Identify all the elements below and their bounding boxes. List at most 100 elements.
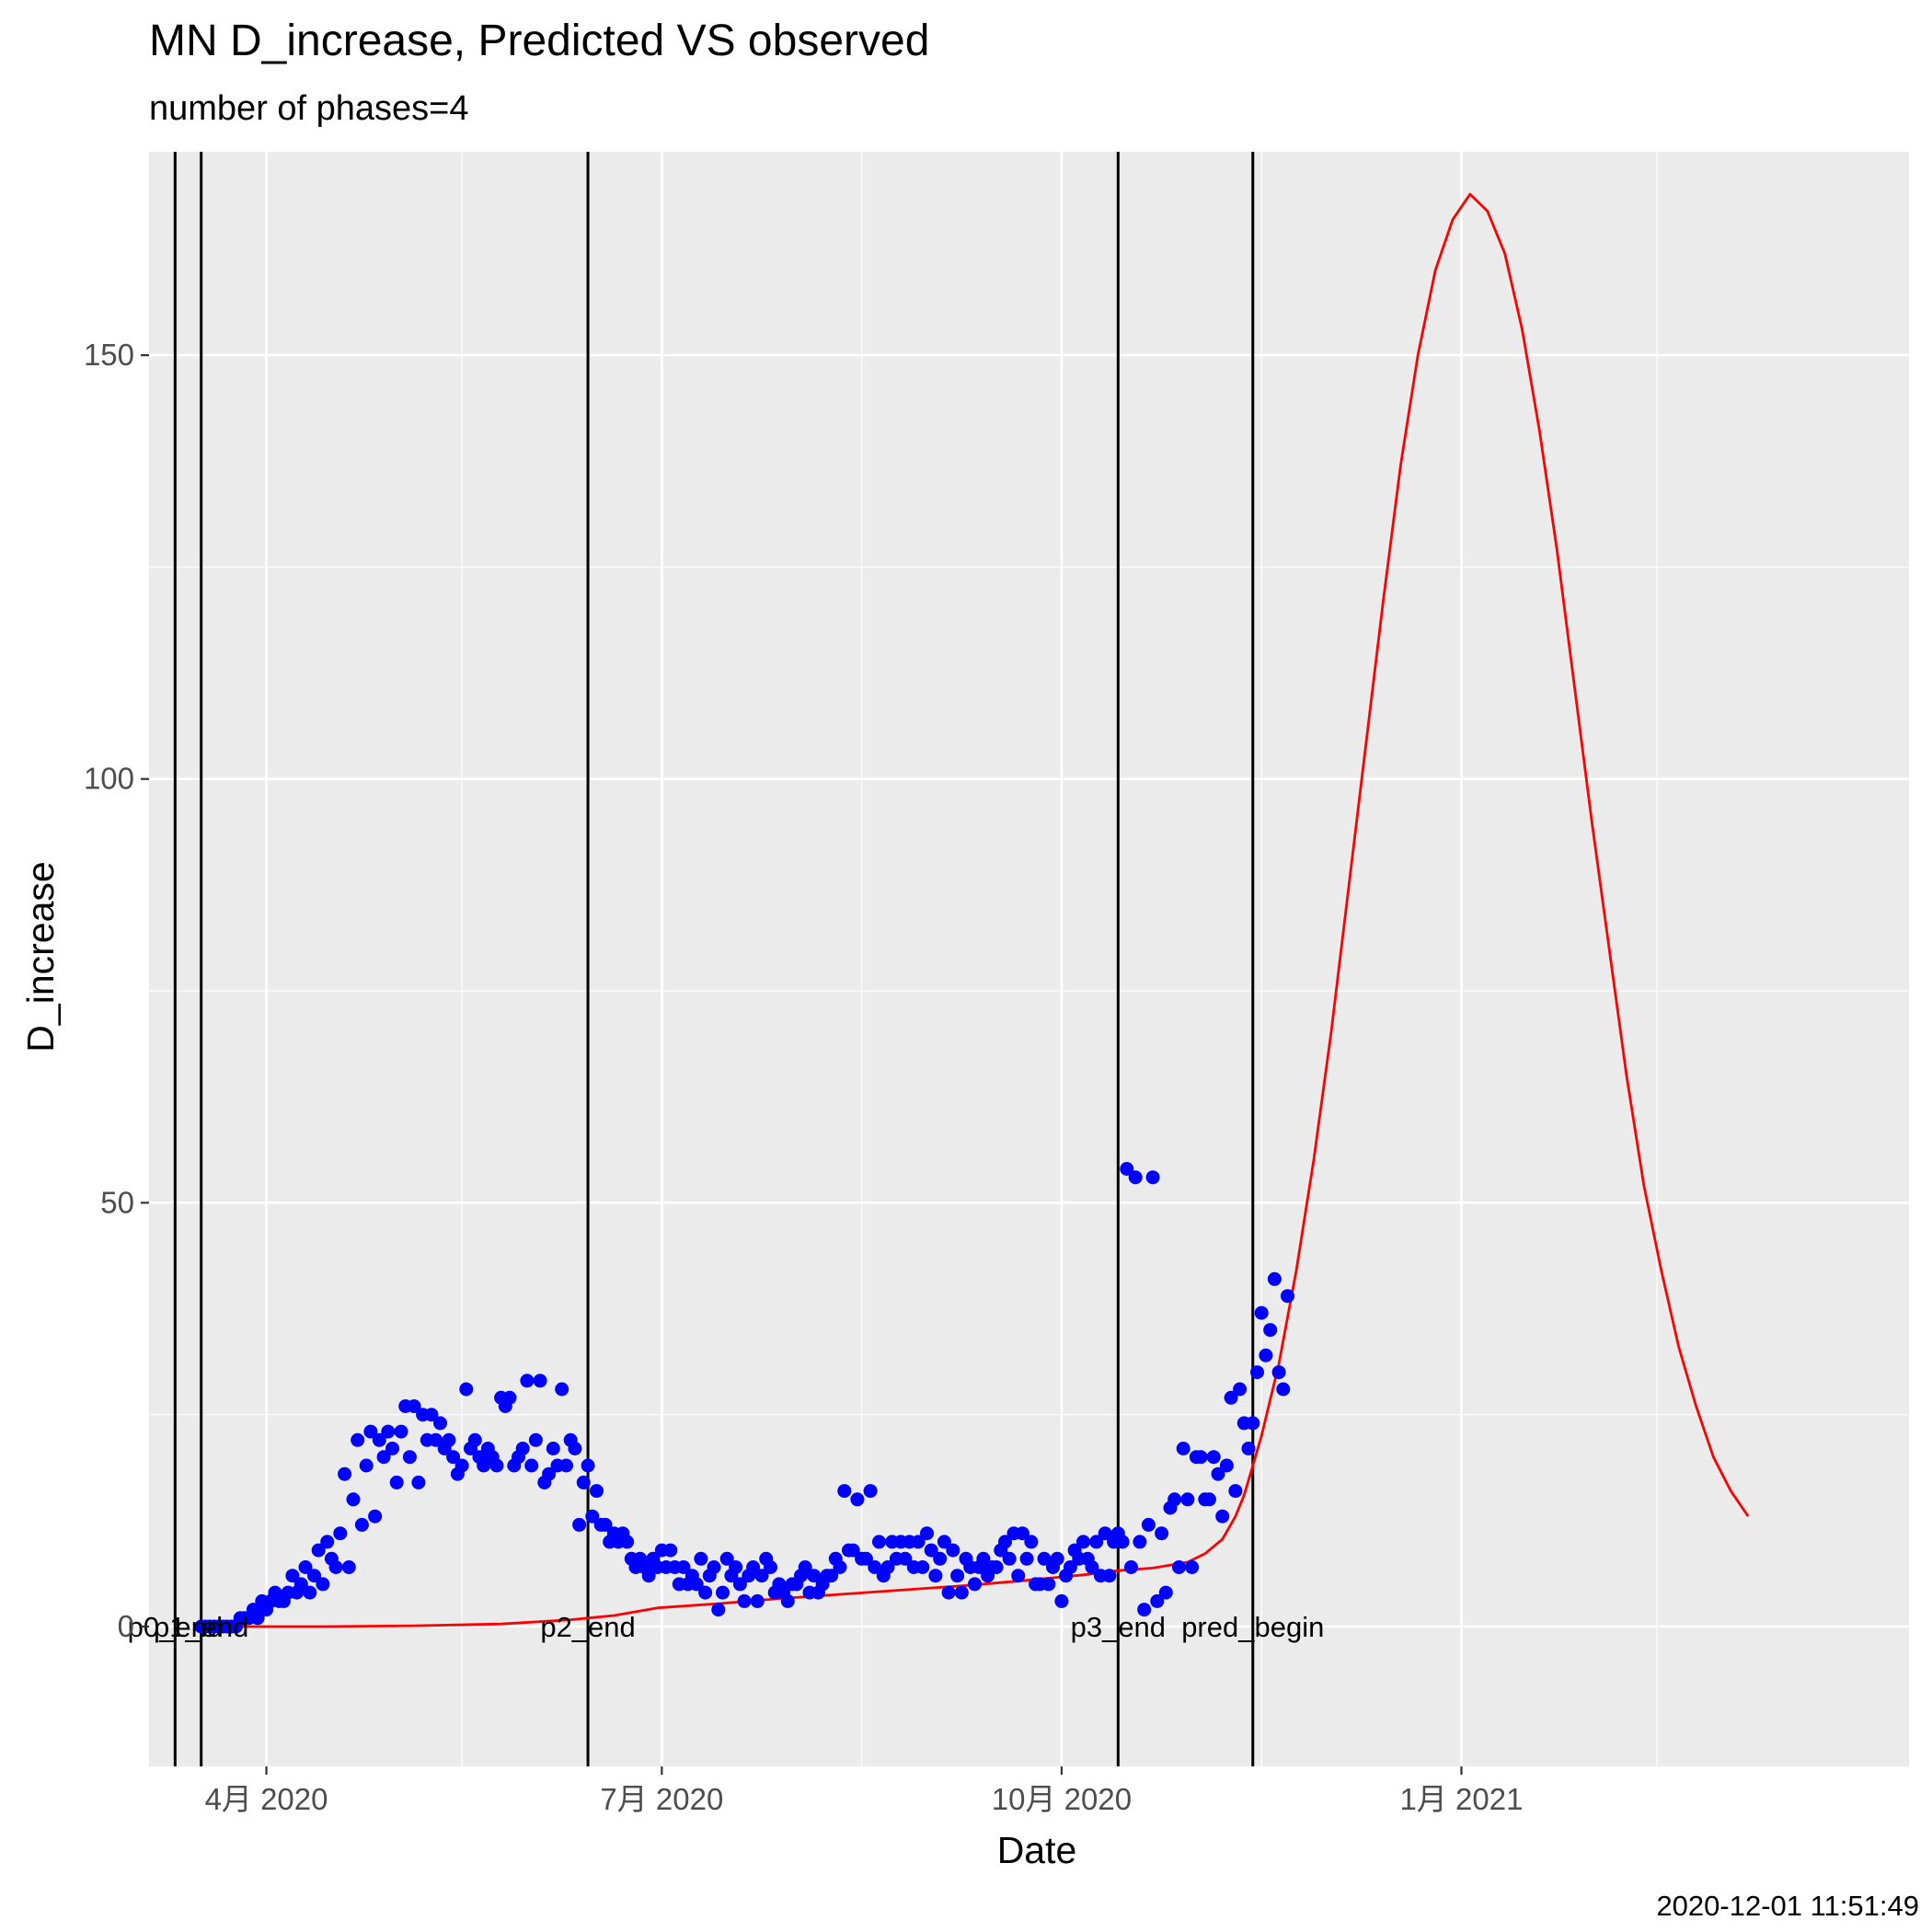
observed-point: [1202, 1492, 1216, 1507]
observed-point: [976, 1551, 991, 1566]
observed-point: [1050, 1551, 1064, 1566]
observed-point: [754, 1569, 769, 1583]
observed-point: [937, 1535, 951, 1549]
x-tick-label: 1月 2021: [1400, 1782, 1524, 1816]
observed-point: [381, 1424, 396, 1439]
observed-point: [585, 1509, 600, 1524]
observed-point: [1019, 1551, 1034, 1566]
observed-point: [924, 1543, 938, 1558]
observed-point: [1211, 1466, 1225, 1481]
observed-point: [737, 1593, 752, 1608]
observed-point: [590, 1484, 604, 1499]
observed-point: [746, 1560, 761, 1574]
phase-label: p3_end: [1071, 1611, 1166, 1643]
observed-point: [850, 1492, 865, 1507]
observed-point: [663, 1543, 678, 1558]
observed-point: [1176, 1442, 1190, 1455]
observed-point: [1155, 1526, 1169, 1541]
observed-point: [858, 1551, 873, 1566]
observed-point: [1263, 1323, 1278, 1338]
observed-point: [1185, 1560, 1200, 1574]
y-tick-label: 100: [84, 762, 134, 796]
observed-point: [1145, 1170, 1160, 1185]
observed-point: [1180, 1492, 1195, 1507]
observed-point: [341, 1560, 356, 1574]
observed-point: [698, 1585, 713, 1600]
observed-point: [402, 1450, 417, 1465]
observed-point: [933, 1551, 948, 1566]
observed-point: [707, 1560, 721, 1574]
observed-point: [1259, 1348, 1273, 1363]
observed-point: [446, 1450, 461, 1465]
observed-point: [1206, 1450, 1221, 1465]
observed-point: [1219, 1458, 1234, 1473]
observed-point: [941, 1585, 956, 1600]
observed-point: [620, 1535, 635, 1549]
observed-point: [968, 1577, 982, 1592]
observed-point: [719, 1551, 734, 1566]
observed-point: [307, 1569, 321, 1583]
observed-point: [807, 1569, 822, 1583]
observed-point: [555, 1382, 569, 1397]
observed-point: [1167, 1492, 1182, 1507]
x-axis: 4月 2020 7月 2020 10月 2020 1月 2021: [205, 1766, 1524, 1816]
minor-gridlines: [149, 152, 1909, 1766]
observed-point: [1281, 1289, 1294, 1304]
observed-point: [411, 1475, 426, 1489]
observed-point: [351, 1432, 365, 1447]
observed-point: [311, 1543, 326, 1558]
observed-point: [346, 1492, 361, 1507]
observed-point: [394, 1424, 408, 1439]
chart-subtitle: number of phases=4: [149, 89, 469, 128]
predicted-line: [201, 192, 1750, 1628]
observed-point: [320, 1535, 335, 1549]
observed-point: [989, 1560, 1004, 1574]
y-tick-label: 50: [100, 1185, 134, 1219]
observed-point: [376, 1450, 391, 1465]
observed-point: [641, 1569, 656, 1583]
x-axis-title: Date: [997, 1829, 1077, 1871]
observed-point: [524, 1458, 539, 1473]
observed-point: [542, 1466, 557, 1481]
observed-point: [880, 1560, 895, 1574]
observed-point: [338, 1466, 352, 1481]
observed-point: [363, 1424, 378, 1439]
observed-point: [872, 1535, 886, 1549]
observed-point: [911, 1535, 926, 1549]
observed-point: [515, 1442, 530, 1455]
timestamp-caption: 2020-12-01 11:51:49: [1656, 1890, 1919, 1922]
observed-point: [928, 1569, 943, 1583]
observed-point: [1224, 1390, 1238, 1405]
observed-point: [946, 1543, 960, 1558]
observed-point: [581, 1458, 595, 1473]
observed-point: [502, 1390, 517, 1405]
observed-point: [424, 1408, 439, 1422]
observed-point: [732, 1577, 747, 1592]
observed-point: [1024, 1535, 1039, 1549]
observed-point: [454, 1458, 469, 1473]
observed-point: [716, 1585, 730, 1600]
observed-point: [694, 1551, 708, 1566]
observed-point: [354, 1517, 369, 1532]
observed-point: [546, 1442, 560, 1455]
observed-point: [385, 1442, 399, 1455]
observed-point: [833, 1560, 847, 1574]
observed-point: [798, 1560, 812, 1574]
observed-point: [1102, 1569, 1117, 1583]
observed-series: [194, 1162, 1294, 1634]
observed-point: [328, 1560, 343, 1574]
observed-point: [1215, 1509, 1230, 1524]
observed-point: [467, 1432, 482, 1447]
observed-point: [1085, 1560, 1099, 1574]
observed-point: [954, 1585, 969, 1600]
observed-point: [920, 1526, 934, 1541]
observed-point: [711, 1603, 726, 1617]
observed-point: [1228, 1484, 1243, 1499]
observed-point: [1063, 1560, 1077, 1574]
observed-point: [1076, 1535, 1090, 1549]
observed-point: [1133, 1535, 1147, 1549]
observed-point: [1089, 1535, 1104, 1549]
observed-point: [915, 1560, 930, 1574]
observed-point: [533, 1374, 547, 1388]
